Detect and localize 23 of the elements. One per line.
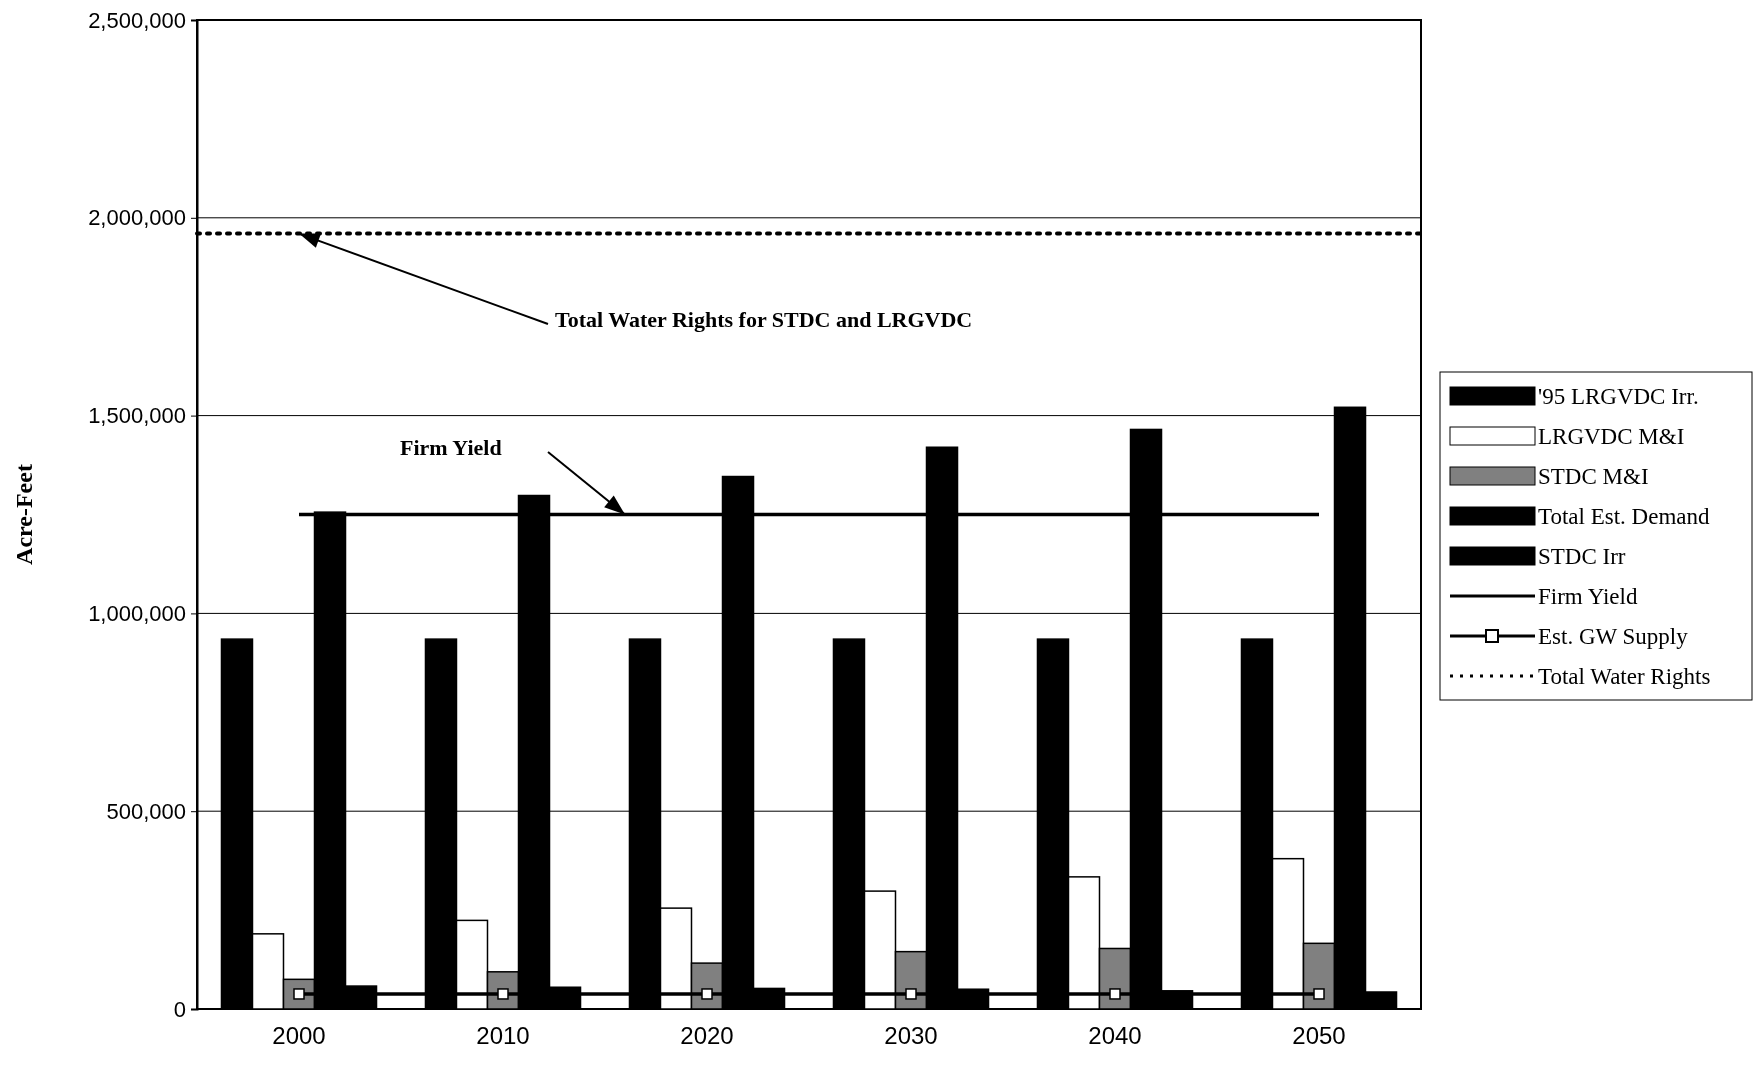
y-tick-label: 0	[173, 996, 186, 1022]
y-tick-label: 500,000	[106, 798, 186, 824]
annotation: Total Water Rights for STDC and LRGVDC	[555, 307, 973, 332]
legend-label: Firm Yield	[1538, 584, 1638, 609]
y-tick-label: 2,500,000	[88, 7, 186, 33]
legend-label: STDC Irr	[1538, 544, 1626, 569]
legend-label: Est. GW Supply	[1538, 624, 1689, 649]
x-tick-label: 2020	[680, 1022, 734, 1049]
x-tick-label: 2050	[1292, 1022, 1346, 1049]
legend-label: STDC M&I	[1538, 464, 1649, 489]
legend-label: '95 LRGVDC Irr.	[1538, 384, 1699, 409]
y-tick-label: 2,000,000	[88, 205, 186, 231]
legend-label: Total Est. Demand	[1538, 504, 1710, 529]
y-axis-title: Acre-Feet	[11, 464, 37, 565]
x-tick-label: 2040	[1088, 1022, 1142, 1049]
x-tick-label: 2000	[272, 1022, 326, 1049]
y-tick-label: 1,500,000	[88, 403, 186, 429]
legend-label: Total Water Rights	[1538, 664, 1711, 689]
x-tick-label: 2010	[476, 1022, 530, 1049]
legend-label: LRGVDC M&I	[1538, 424, 1685, 449]
x-tick-label: 2030	[884, 1022, 938, 1049]
annotation: Firm Yield	[400, 435, 502, 460]
y-tick-label: 1,000,000	[88, 600, 186, 626]
